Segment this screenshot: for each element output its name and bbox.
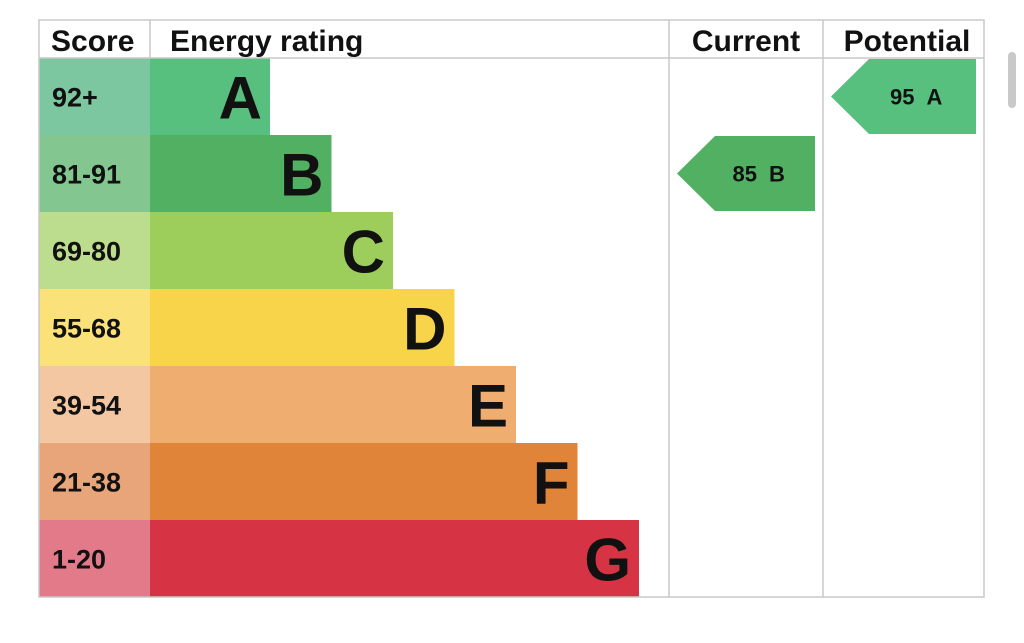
energy-rating-header: Energy rating xyxy=(170,25,363,58)
score-label-a: 92+ xyxy=(52,83,98,113)
band-letter-a: A xyxy=(219,65,262,132)
band-bar-d xyxy=(150,289,455,366)
band-bar-a xyxy=(150,58,270,135)
score-label-c: 69-80 xyxy=(52,237,121,267)
band-bar-e xyxy=(150,366,516,443)
header-row: Score Energy rating Current Potential xyxy=(51,25,970,58)
band-letter-f: F xyxy=(533,450,570,517)
band-letter-g: G xyxy=(584,527,631,594)
score-cell-g xyxy=(39,520,150,597)
current-rating-arrow xyxy=(677,136,815,211)
band-bar-g xyxy=(150,520,639,597)
score-label-g: 1-20 xyxy=(52,545,106,575)
potential-header: Potential xyxy=(844,25,971,58)
score-cell-e xyxy=(39,366,150,443)
scrollbar-thumb[interactable] xyxy=(1008,52,1016,108)
potential-rating-value: 95 xyxy=(890,85,914,110)
table-border xyxy=(38,19,985,598)
table-grid xyxy=(38,19,985,598)
current-rating-band: B xyxy=(769,162,785,187)
band-bar-c xyxy=(150,212,393,289)
score-cell-b xyxy=(39,135,150,212)
score-cell-c xyxy=(39,212,150,289)
band-letter-c: C xyxy=(342,219,385,286)
score-cell-f xyxy=(39,443,150,520)
band-letter-b: B xyxy=(280,142,323,209)
current-header: Current xyxy=(692,25,800,58)
score-header: Score xyxy=(51,25,134,58)
potential-rating-arrow xyxy=(831,59,976,134)
score-label-b: 81-91 xyxy=(52,160,121,190)
band-bar-b xyxy=(150,135,332,212)
band-letter-d: D xyxy=(403,296,446,363)
band-bar-f xyxy=(150,443,578,520)
score-cell-a xyxy=(39,58,150,135)
score-label-f: 21-38 xyxy=(52,468,121,498)
current-rating-value: 85 xyxy=(733,162,757,187)
potential-rating-band: A xyxy=(927,85,943,110)
rating-arrows-layer: 85 B 95 A xyxy=(677,59,976,211)
score-label-d: 55-68 xyxy=(52,314,121,344)
bands-layer: 92+ A 81-91 B 69-80 C 55-68 D 39-54 E 21-38 F 1-20 G xyxy=(39,58,639,597)
score-label-e: 39-54 xyxy=(52,391,121,421)
band-letter-e: E xyxy=(468,373,508,440)
score-cell-d xyxy=(39,289,150,366)
